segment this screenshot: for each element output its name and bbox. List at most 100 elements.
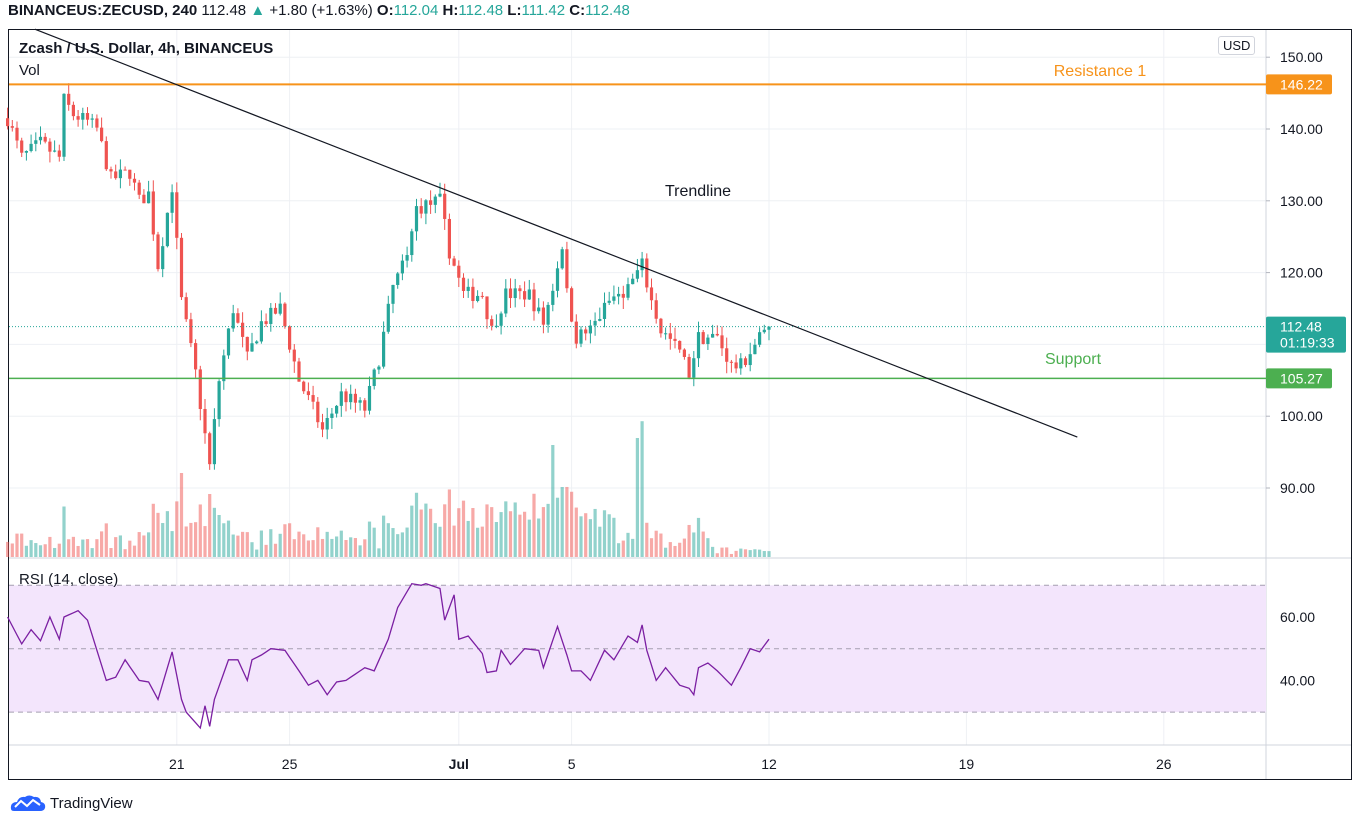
candle-body (664, 333, 668, 335)
volume-bar (429, 508, 433, 557)
volume-bar (198, 504, 202, 557)
candle-body (739, 358, 743, 369)
resistance-price-tag-bg (1266, 74, 1332, 95)
candle-body (602, 302, 607, 319)
rsi-tick-label: 40.00 (1280, 672, 1315, 688)
price-tick-label: 120.00 (1280, 265, 1323, 281)
candle-body (147, 191, 151, 204)
volume-bar (330, 538, 334, 557)
volume-bar (245, 532, 249, 557)
candle-body (344, 391, 348, 403)
candle-body (264, 321, 268, 324)
volume-bar (527, 519, 531, 557)
candle-body (476, 295, 480, 302)
volume-bar (264, 544, 268, 557)
volume-bar (729, 553, 733, 557)
candle-body (560, 249, 564, 269)
candle-body (593, 320, 597, 326)
candle-body (555, 268, 560, 291)
candle-body (504, 288, 508, 314)
candle-body (631, 278, 635, 285)
candle-body (292, 349, 296, 362)
volume-bar (118, 535, 122, 557)
volume-bar (302, 534, 306, 557)
volume-bar (466, 520, 470, 557)
candle-body (424, 200, 428, 214)
candle-body (330, 413, 334, 418)
volume-bar (565, 486, 569, 557)
volume-bar (400, 532, 404, 557)
candle-body (391, 284, 395, 304)
candle-body (128, 169, 132, 179)
volume-bar (602, 510, 607, 557)
brand-name: TradingView (50, 794, 133, 812)
chart-frame[interactable] (8, 29, 1352, 780)
candle-body (259, 321, 263, 342)
volume-bar (711, 546, 715, 557)
candle-body (551, 290, 555, 305)
candle-body (85, 113, 90, 120)
volume-bar (645, 522, 649, 557)
candle-body (715, 333, 719, 336)
currency-badge[interactable]: USD (1218, 36, 1256, 55)
price-tick-label: 90.00 (1280, 480, 1315, 496)
volume-bar (579, 516, 583, 557)
candle-body (203, 408, 207, 434)
volume-bar (523, 511, 527, 557)
candle-body (758, 332, 762, 345)
volume-bar (433, 523, 437, 557)
resistance-price-tag: 146.22 (1266, 74, 1332, 95)
candle-body (598, 318, 602, 321)
candle-body (363, 400, 367, 411)
volume-bar (692, 532, 696, 557)
candle-body (429, 200, 433, 205)
volume-bar (85, 539, 90, 557)
candle-body (76, 116, 80, 120)
volume-bar (156, 512, 160, 557)
last-price: 112.48 (201, 2, 247, 19)
candle-body (100, 127, 104, 142)
price-change: +1.80 (+1.63%) (269, 2, 373, 19)
rsi-tick-label: 60.00 (1280, 609, 1315, 625)
candle-body (508, 288, 513, 299)
price-tick-label: 130.00 (1280, 193, 1323, 209)
candle-body (137, 182, 141, 195)
candle-body (142, 194, 146, 204)
volume-bar (386, 523, 390, 557)
volume-bar (494, 522, 498, 557)
volume-bar (480, 526, 484, 557)
candle-body (62, 93, 66, 157)
volume-bar (208, 494, 212, 557)
candle-body (189, 319, 193, 344)
volume-bar (57, 543, 61, 557)
candle-body (320, 422, 325, 430)
volume-bar (236, 535, 240, 557)
volume-bar (339, 530, 343, 557)
volume-bar (461, 500, 466, 557)
volume-bar (184, 526, 188, 557)
volume-bar (241, 531, 245, 557)
volume-bar (34, 543, 38, 557)
volume-bar (504, 501, 508, 557)
candle-body (396, 273, 400, 285)
candle-body (231, 313, 235, 329)
candle-body (682, 349, 686, 357)
candle-body (570, 288, 574, 322)
time-tick-label: 21 (169, 756, 185, 772)
resistance-price-tag-text: 146.22 (1280, 76, 1323, 92)
candle-body (668, 333, 672, 339)
candle-body (212, 419, 216, 465)
candle-body (532, 289, 536, 312)
close-value: 112.48 (585, 2, 630, 19)
candle-body (574, 321, 578, 344)
volume-bar (320, 538, 325, 557)
candle-body (523, 291, 527, 300)
volume-bar (654, 530, 658, 557)
volume-bar (128, 540, 132, 557)
volume-bar (10, 543, 14, 557)
volume-bar (165, 511, 169, 557)
candle-body (288, 326, 292, 350)
tradingview-logo[interactable]: TradingView (10, 793, 133, 813)
volume-bar (95, 539, 99, 557)
